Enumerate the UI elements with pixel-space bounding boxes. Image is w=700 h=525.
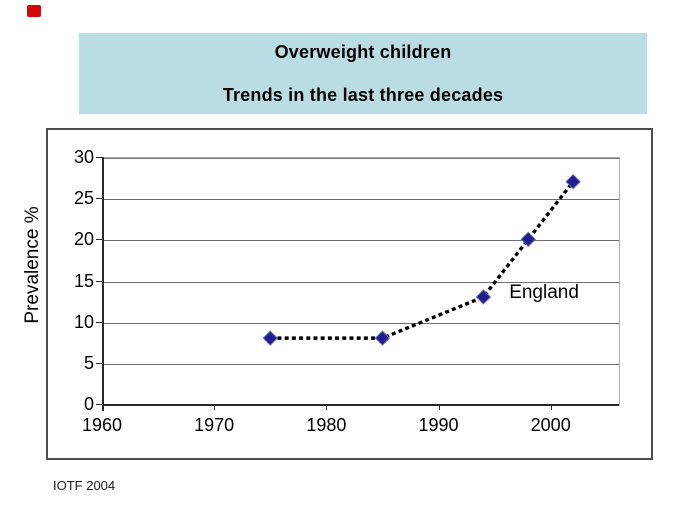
x-tick-label: 2000 — [530, 415, 571, 435]
slide-title-line1: Overweight children — [274, 42, 452, 62]
y-tick-label: 0 — [83, 394, 94, 414]
y-tick-label: 25 — [73, 188, 94, 209]
footnote: IOTF 2004 — [53, 478, 116, 493]
gridline — [103, 240, 619, 242]
y-tick-mark — [96, 280, 102, 282]
slide-title-box: Overweight children Trends in the last t… — [79, 33, 647, 114]
gridline — [103, 363, 619, 365]
x-tick-label: 1990 — [418, 415, 459, 435]
x-tick-mark — [550, 404, 552, 410]
data-point-diamond — [520, 231, 536, 248]
y-tick-label: 10 — [73, 311, 94, 332]
y-tick-label: 20 — [73, 229, 94, 250]
x-tick-mark — [102, 404, 103, 410]
red-corner-mark — [27, 5, 41, 17]
gridline — [103, 281, 619, 283]
y-tick-mark — [96, 362, 102, 364]
y-tick-mark — [96, 321, 102, 323]
x-tick-label: 1960 — [81, 415, 123, 435]
x-tick-label: 1980 — [306, 415, 347, 435]
y-tick-mark — [96, 157, 102, 158]
y-axis-title: Prevalence % — [22, 206, 43, 324]
y-tick-label: 30 — [73, 147, 94, 167]
y-tick-mark — [96, 239, 102, 241]
data-point-diamond — [262, 330, 278, 346]
y-tick-mark — [96, 404, 102, 405]
chart: 0 5 10 15 20 25 30 1960 1970 1980 1990 2000 England — [46, 128, 653, 460]
x-axis-line — [102, 404, 619, 406]
slide-title-line2: Trends in the last three decades — [222, 85, 504, 105]
gridline — [103, 199, 619, 201]
plot-area — [102, 157, 620, 406]
chart-canvas — [262, 173, 581, 346]
gridline — [103, 158, 619, 159]
y-tick-label: 5 — [83, 352, 94, 373]
y-tick-mark — [96, 198, 102, 200]
y-axis-line — [102, 157, 104, 411]
gridline — [103, 322, 619, 324]
x-tick-label: 1970 — [194, 415, 235, 435]
x-tick-mark — [214, 404, 216, 410]
data-point-diamond — [374, 330, 391, 346]
data-point-diamond — [475, 289, 492, 305]
data-point-diamond — [565, 173, 581, 190]
series-label-england: England — [509, 281, 579, 303]
y-tick-label: 15 — [73, 270, 94, 291]
x-tick-mark — [326, 404, 328, 410]
series-line-england — [270, 180, 575, 340]
x-tick-mark — [438, 404, 440, 410]
